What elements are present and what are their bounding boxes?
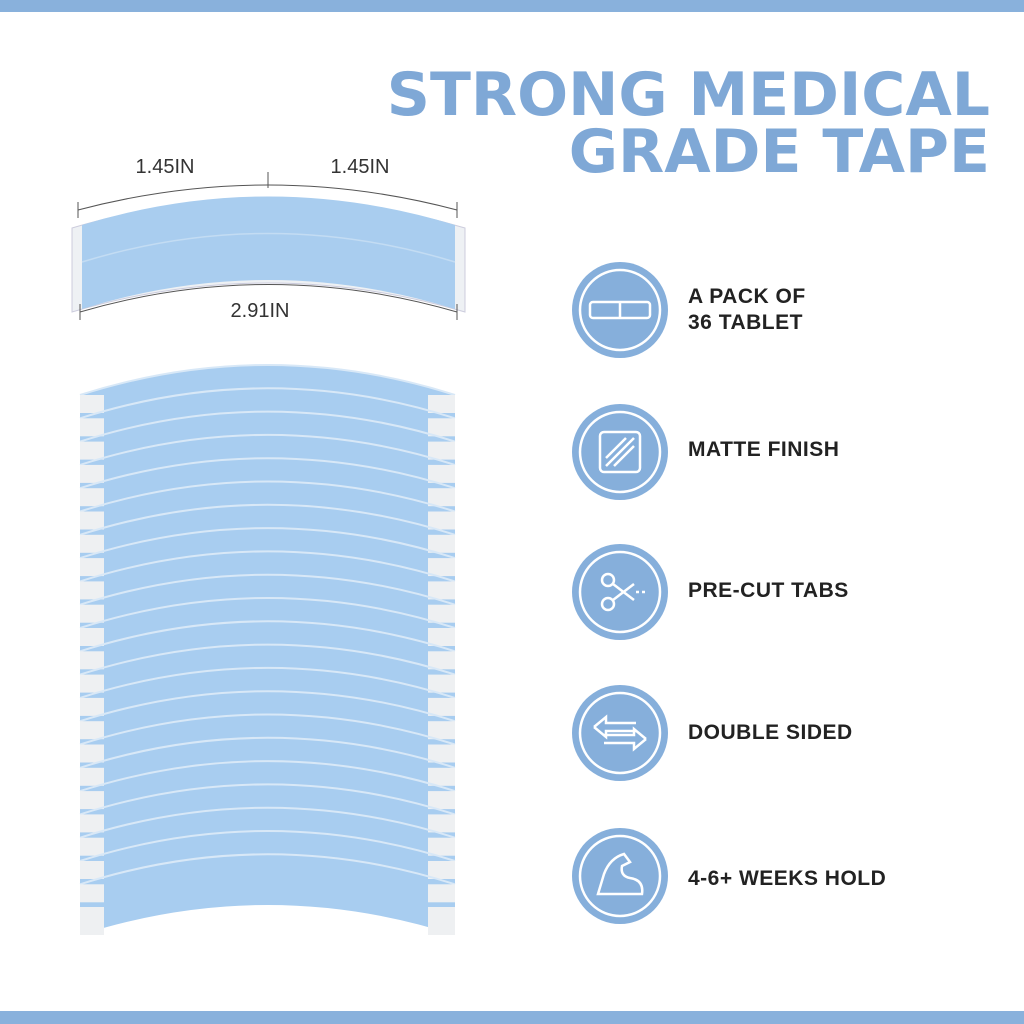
- tape-strip: [79, 527, 456, 560]
- tape-strip: [428, 861, 455, 879]
- tape-strip: [80, 697, 104, 716]
- feature-text: 36 TABLET: [688, 311, 803, 334]
- tape-strip: [80, 604, 104, 623]
- feature-text: DOUBLE SIDED: [688, 721, 853, 744]
- feature-text: MATTE FINISH: [688, 438, 839, 461]
- tape-strip: [79, 853, 456, 886]
- tape-strip: [80, 861, 104, 879]
- tape-strip: [80, 395, 104, 413]
- tape-strip: [80, 488, 104, 507]
- tape-strip: [80, 814, 104, 833]
- tape-strip: [79, 364, 456, 396]
- tape-strip: [79, 806, 456, 839]
- tape-strip: [79, 830, 456, 862]
- tape-strip: [80, 884, 104, 903]
- tape-strip: [79, 620, 456, 653]
- top-band: [0, 0, 1024, 12]
- bottom-band: [0, 1011, 1024, 1024]
- tape-strip: [79, 597, 456, 629]
- feature-text: PRE-CUT TABS: [688, 579, 849, 602]
- icons: [572, 262, 668, 924]
- tape-strip: [428, 558, 455, 577]
- tape-strip: [80, 907, 104, 935]
- tape-strip: [428, 674, 455, 693]
- tape-strip: [428, 464, 455, 483]
- tape-strip: [80, 721, 104, 740]
- tape-strip: [428, 604, 455, 623]
- tape-strip: [79, 690, 456, 723]
- tape-strip: [428, 628, 455, 646]
- tape-strip: [80, 791, 104, 810]
- tape-strip: [79, 713, 456, 746]
- tape-strip: [80, 534, 104, 553]
- tape-strip: [79, 643, 456, 676]
- dimension-label: 1.45IN: [331, 156, 390, 178]
- tape-strip: [428, 837, 455, 856]
- tape-strip: [79, 457, 456, 490]
- tape-strip: [80, 767, 104, 786]
- tape-strip: [428, 791, 455, 810]
- tape-strip: [428, 767, 455, 786]
- tape-stack: [79, 364, 456, 935]
- tape-strip: [80, 558, 104, 577]
- tape-strip: [428, 651, 455, 670]
- tape-strip: [80, 628, 104, 646]
- title-line: STRONG MEDICAL: [387, 60, 990, 130]
- tape-strip: [79, 783, 456, 816]
- tape-strip: [80, 674, 104, 693]
- dimension-label: 2.91IN: [231, 300, 290, 322]
- tape-strip: [79, 550, 456, 583]
- tape-strip: [80, 581, 104, 600]
- tape-strip: [428, 907, 455, 935]
- feature-text: 4-6+ WEEKS HOLD: [688, 867, 886, 890]
- tape-strip: [79, 480, 456, 513]
- tape-strip: [80, 418, 104, 437]
- tape-strip: [428, 744, 455, 763]
- tape-strip: [80, 744, 104, 763]
- tape-strip: [79, 666, 456, 699]
- tape-strip: [428, 534, 455, 553]
- tape-strip: [80, 464, 104, 483]
- tape-strip: [428, 884, 455, 903]
- tape-strip: [428, 395, 455, 413]
- feature-text: A PACK OF: [688, 285, 806, 308]
- tape-strip: [428, 441, 455, 460]
- dimension-label: 1.45IN: [136, 156, 195, 178]
- tape-strip: [80, 651, 104, 670]
- tape-strip: [428, 581, 455, 600]
- tape-strip: [79, 387, 456, 420]
- tape-strip: [79, 736, 456, 769]
- tape-strip: [428, 511, 455, 530]
- tape-strip: [80, 511, 104, 530]
- title-line: GRADE TAPE: [569, 117, 990, 187]
- tape-strip: [79, 410, 456, 443]
- tape-strip: [428, 488, 455, 507]
- tape-strip: [428, 418, 455, 437]
- tape-strip: [80, 441, 104, 460]
- tape-strip: [428, 814, 455, 833]
- tape-strip: [428, 721, 455, 740]
- tape-strip: [428, 697, 455, 716]
- tape-strip: [80, 837, 104, 856]
- tape-strip: [79, 433, 456, 466]
- tape-strip: [79, 573, 456, 606]
- single-tape: [71, 172, 466, 320]
- tape-strip: [79, 503, 456, 536]
- tape-strip: [79, 760, 456, 793]
